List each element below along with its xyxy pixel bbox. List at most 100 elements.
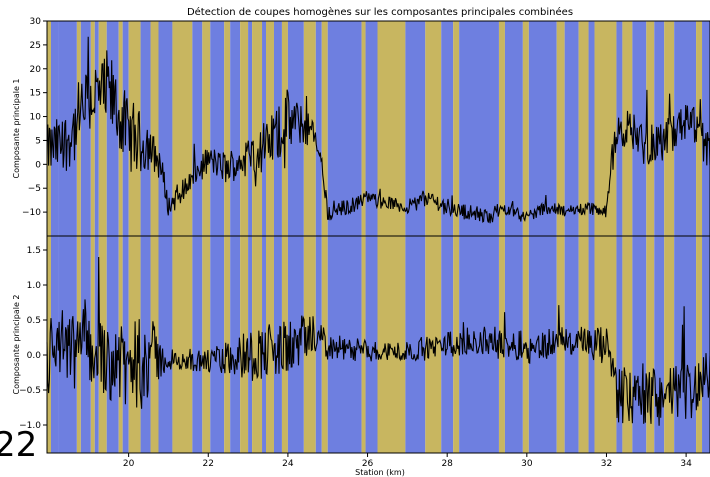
y-axis-label: Composante principale 2 — [12, 294, 21, 394]
segment-band — [140, 21, 151, 236]
segment-band — [192, 21, 203, 236]
segment-band — [321, 21, 328, 236]
y-axis-label: Composante principale 1 — [12, 78, 21, 178]
x-tick-label: 34 — [680, 459, 692, 469]
y-tick-label: 0.0 — [27, 351, 42, 361]
segment-band — [594, 21, 617, 236]
segment-band — [315, 236, 322, 453]
segment-band — [106, 236, 119, 453]
segment-band — [425, 21, 442, 236]
y-tick-label: 1.5 — [27, 246, 41, 256]
segment-band — [702, 21, 710, 236]
segment-band — [94, 21, 99, 236]
segment-band — [240, 21, 249, 236]
segment-band — [266, 21, 274, 236]
segment-band — [47, 236, 51, 453]
segment-band — [646, 21, 655, 236]
segment-band — [504, 21, 523, 236]
segment-band — [106, 21, 119, 236]
panel-frame — [46, 235, 710, 454]
segment-band — [210, 21, 225, 236]
segment-band — [172, 236, 193, 453]
segment-band — [654, 21, 665, 236]
segment-band — [664, 236, 675, 453]
signal-line — [46, 256, 710, 426]
segment-band — [498, 21, 505, 236]
chart-title: Détection de coupes homogènes sur les co… — [187, 6, 573, 18]
x-tick-label: 30 — [521, 459, 533, 469]
segment-band — [224, 21, 231, 236]
segment-band — [303, 236, 316, 453]
x-tick-label: 20 — [123, 459, 135, 469]
segment-band — [361, 21, 366, 236]
segment-band — [556, 236, 565, 453]
segment-band — [664, 21, 675, 236]
x-tick-label: 22 — [203, 459, 214, 469]
segment-band — [262, 236, 267, 453]
x-tick-label: 32 — [601, 459, 612, 469]
y-tick-label: 10 — [30, 113, 42, 123]
segment-band — [405, 236, 426, 453]
segment-band — [441, 21, 454, 236]
y-tick-label: 5 — [35, 136, 41, 146]
segment-band — [158, 236, 173, 453]
x-tick-label: 26 — [362, 459, 374, 469]
segment-band — [696, 236, 703, 453]
segment-band — [266, 236, 274, 453]
segment-band — [459, 21, 499, 236]
y-tick-label: 30 — [30, 17, 42, 27]
segment-band — [58, 21, 77, 236]
segment-band — [702, 236, 710, 453]
segment-band — [405, 21, 426, 236]
segment-band — [622, 236, 633, 453]
x-axis-label: Station (km) — [355, 468, 405, 477]
y-tick-label: −10 — [22, 208, 41, 218]
segment-band — [564, 21, 579, 236]
segment-band — [327, 21, 362, 236]
segment-band — [377, 236, 406, 453]
page-number-fragment: 22 — [0, 425, 38, 465]
y-tick-label: −1.0 — [19, 421, 41, 431]
segment-band — [202, 21, 211, 236]
segment-band — [172, 21, 193, 236]
segment-band — [90, 21, 95, 236]
segment-band — [252, 236, 263, 453]
segment-band — [94, 236, 99, 453]
y-tick-label: 25 — [30, 41, 41, 51]
segment-band — [98, 21, 107, 236]
segment-band — [122, 236, 129, 453]
segment-band — [150, 21, 159, 236]
segment-band — [80, 21, 91, 236]
segment-band — [230, 236, 241, 453]
segment-band — [80, 236, 91, 453]
segment-band — [528, 21, 557, 236]
y-tick-label: −0.5 — [19, 386, 41, 396]
segment-band — [90, 236, 95, 453]
segment-band — [459, 236, 499, 453]
segment-band — [192, 236, 203, 453]
y-tick-label: 1.0 — [27, 281, 42, 291]
y-tick-label: 15 — [30, 89, 41, 99]
segment-band — [522, 21, 529, 236]
x-tick-label: 24 — [282, 459, 294, 469]
segment-band — [50, 236, 59, 453]
segment-band — [646, 236, 655, 453]
segment-band — [453, 21, 460, 236]
segment-band — [287, 236, 304, 453]
segment-band — [674, 236, 697, 453]
y-tick-label: 20 — [30, 65, 42, 75]
segment-band — [654, 236, 665, 453]
segment-band — [556, 21, 565, 236]
segment-band — [230, 21, 241, 236]
panel-component-1: −10 −5 0 5 10 15 20 25 30 Composante principale 1 — [12, 17, 710, 237]
segment-band — [564, 236, 579, 453]
segment-band — [287, 21, 304, 236]
segment-band — [315, 21, 322, 236]
segment-band — [616, 236, 623, 453]
signal-line — [46, 36, 710, 224]
segment-band — [281, 236, 288, 453]
segment-band — [210, 236, 225, 453]
segment-band — [588, 21, 595, 236]
x-tick-label: 28 — [441, 459, 453, 469]
